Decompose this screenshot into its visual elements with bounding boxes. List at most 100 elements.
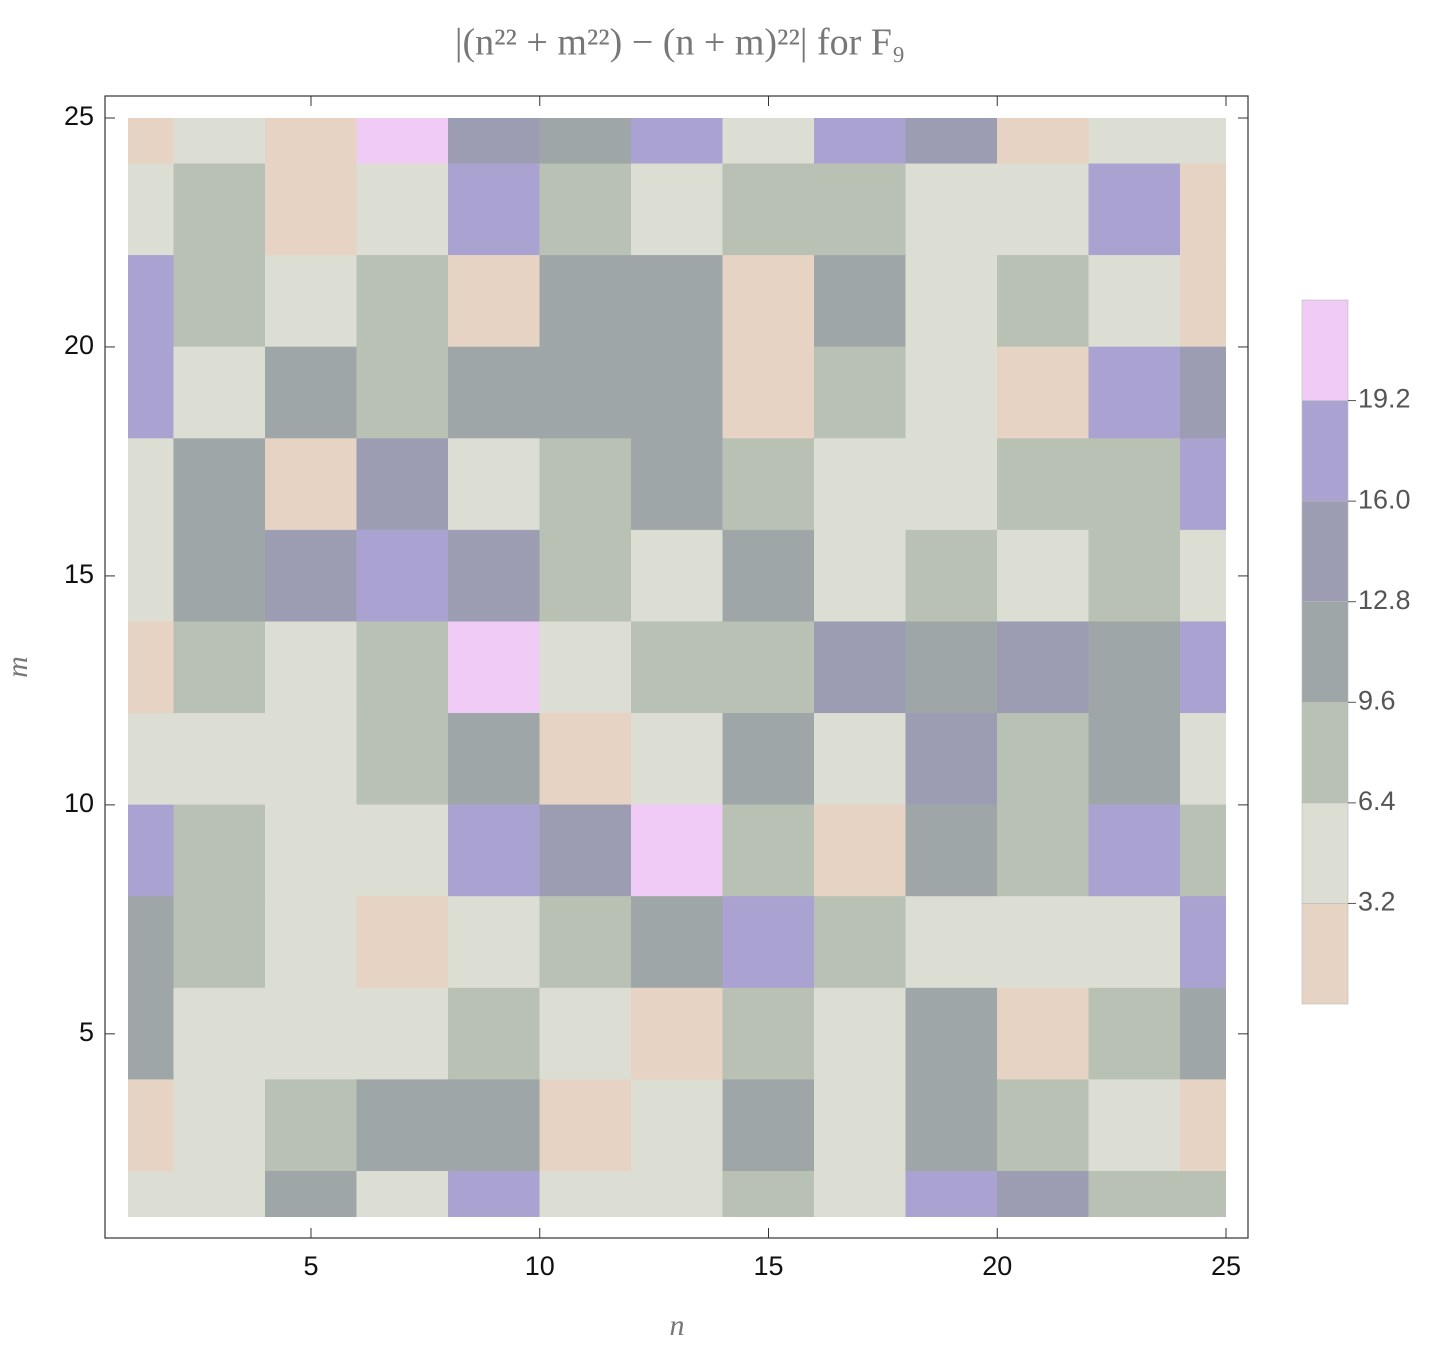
- contour-cell: [356, 621, 449, 714]
- contour-cell: [722, 346, 815, 439]
- contour-cell: [128, 804, 174, 897]
- contour-cell: [631, 1170, 723, 1217]
- contour-cell: [631, 1079, 723, 1172]
- contour-cell: [814, 118, 906, 165]
- y-axis-label: m: [1, 656, 34, 678]
- contour-cell: [722, 255, 815, 348]
- y-tick-label: 10: [64, 788, 94, 818]
- contour-cell: [1180, 896, 1226, 989]
- contour-cell: [265, 118, 357, 165]
- contour-cell: [173, 163, 266, 256]
- contour-cell: [356, 118, 449, 165]
- contour-cell: [265, 804, 357, 897]
- contour-cell: [1088, 713, 1181, 806]
- contour-cell: [631, 529, 723, 622]
- contour-cell: [997, 1079, 1089, 1172]
- contour-cell: [356, 346, 449, 439]
- contour-cell: [128, 621, 174, 714]
- contour-cell: [631, 163, 723, 256]
- contour-cell: [356, 1170, 449, 1217]
- contour-cell: [1088, 163, 1181, 256]
- contour-cell: [265, 1079, 357, 1172]
- contour-cell: [814, 255, 906, 348]
- contour-cell: [997, 621, 1089, 714]
- contour-cell: [631, 118, 723, 165]
- colorbar-band: [1301, 903, 1349, 1005]
- colorbar-band: [1301, 299, 1349, 401]
- plot-frame: [104, 95, 1249, 1239]
- contour-cell: [722, 163, 815, 256]
- contour-cell: [1088, 1170, 1181, 1217]
- colorbar-band: [1301, 601, 1349, 703]
- contour-cell: [173, 118, 266, 165]
- contour-cell: [356, 896, 449, 989]
- contour-cell: [265, 255, 357, 348]
- contour-cell: [814, 896, 906, 989]
- contour-cell: [265, 621, 357, 714]
- contour-cell: [448, 438, 540, 531]
- contour-cell: [356, 713, 449, 806]
- contour-cell: [448, 255, 540, 348]
- colorbar-band: [1301, 701, 1349, 804]
- contour-cell: [905, 804, 998, 897]
- y-tick-label: 5: [79, 1017, 94, 1047]
- contour-cell: [722, 804, 815, 897]
- contour-cell: [356, 1079, 449, 1172]
- contour-cell: [356, 987, 449, 1080]
- contour-cell: [448, 713, 540, 806]
- contour-cell: [265, 529, 357, 622]
- contour-cell: [1088, 987, 1181, 1080]
- contour-cell: [814, 346, 906, 439]
- colorbar-tick-label: 3.2: [1358, 887, 1396, 917]
- x-axis-label: n: [670, 1309, 685, 1342]
- contour-cell: [814, 163, 906, 256]
- contour-cell: [722, 621, 815, 714]
- contour-cell: [539, 118, 632, 165]
- contour-cell: [448, 1079, 540, 1172]
- contour-cell: [539, 1170, 632, 1217]
- contour-cell: [631, 255, 723, 348]
- y-tick-label: 20: [64, 330, 94, 360]
- contour-cell: [1088, 804, 1181, 897]
- contour-cell: [265, 438, 357, 531]
- contour-cell: [173, 255, 266, 348]
- contour-cell: [448, 346, 540, 439]
- contour-cell: [722, 529, 815, 622]
- colorbar-tick-label: 12.8: [1358, 585, 1411, 615]
- contour-cell: [1180, 713, 1226, 806]
- contour-cell: [997, 1170, 1089, 1217]
- x-tick-label: 25: [1211, 1251, 1241, 1281]
- contour-cell: [997, 255, 1089, 348]
- contour-cell: [448, 621, 540, 714]
- contour-cell: [1180, 438, 1226, 531]
- contour-cell: [128, 987, 174, 1080]
- contour-cell: [356, 163, 449, 256]
- contour-cell: [1088, 896, 1181, 989]
- contour-field: [128, 118, 1226, 1217]
- x-tick-label: 5: [303, 1251, 318, 1281]
- contour-cell: [265, 1170, 357, 1217]
- colorbar-tick-label: 9.6: [1358, 685, 1396, 715]
- contour-cell: [539, 438, 632, 531]
- contour-cell: [128, 1079, 174, 1172]
- contour-cell: [539, 346, 632, 439]
- contour-cell: [356, 438, 449, 531]
- contour-cell: [128, 163, 174, 256]
- contour-cell: [173, 713, 266, 806]
- x-tick-label: 15: [753, 1251, 783, 1281]
- x-tick-label: 20: [982, 1251, 1012, 1281]
- chart-title: |(n²² + m²²) − (n + m)²²| for F₉: [455, 22, 905, 64]
- contour-cell: [1088, 255, 1181, 348]
- y-tick-label: 25: [64, 101, 94, 131]
- contour-cell: [631, 896, 723, 989]
- contour-cell: [128, 255, 174, 348]
- contour-cell: [631, 346, 723, 439]
- contour-cell: [356, 804, 449, 897]
- colorbar-tick-label: 19.2: [1358, 384, 1411, 414]
- contour-cell: [173, 529, 266, 622]
- contour-cell: [1088, 346, 1181, 439]
- contour-cell: [539, 529, 632, 622]
- contour-cell: [631, 713, 723, 806]
- contour-cell: [539, 255, 632, 348]
